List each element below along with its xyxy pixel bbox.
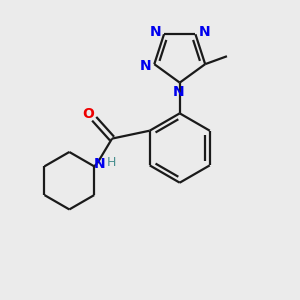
Text: N: N [149, 25, 161, 39]
Text: O: O [82, 107, 94, 121]
Text: N: N [93, 158, 105, 171]
Text: N: N [199, 25, 210, 39]
Text: H: H [106, 156, 116, 169]
Text: N: N [140, 59, 151, 73]
Text: N: N [173, 85, 184, 98]
